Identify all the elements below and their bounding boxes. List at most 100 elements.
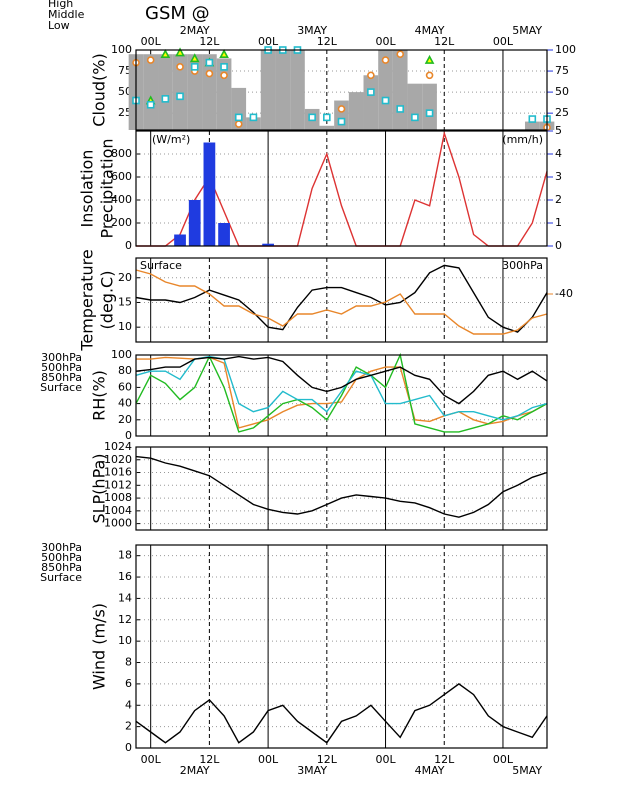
y-tick-label: 0: [125, 741, 132, 754]
y-tick-label: 1016: [104, 466, 132, 479]
y-axis-label: SLP(hPa): [90, 453, 109, 523]
y2-tick-label: 3: [555, 170, 562, 183]
legend-label: Surface: [40, 571, 82, 584]
marker: [176, 63, 184, 71]
x-tick-label: 00L: [258, 35, 279, 48]
y-tick-label: 1008: [104, 491, 132, 504]
marker: [411, 113, 419, 122]
marker: [234, 113, 243, 122]
panel-background: [136, 258, 547, 342]
bar: [188, 200, 201, 246]
y-axis-label: RH(%): [90, 370, 109, 421]
y-axis-label: Insolation: [78, 150, 97, 228]
x-tick-label: 00L: [258, 753, 279, 766]
legend-label: 300hPa: [41, 541, 82, 554]
marker: [146, 56, 155, 64]
marker: [381, 56, 390, 64]
legend-label: 500hPa: [41, 551, 82, 564]
y-tick-label: 800: [111, 147, 132, 160]
series-line: [135, 455, 548, 518]
chart-title: GSM @: [145, 3, 210, 24]
panel-frame: [135, 130, 548, 247]
x-tick-label: 00L: [493, 35, 514, 48]
y-tick-label: 10: [118, 320, 132, 333]
y-tick-label: 1012: [104, 478, 132, 491]
y-tick-label: 0: [125, 239, 132, 252]
bar: [158, 54, 173, 130]
marker: [323, 113, 331, 122]
legend-label: 850hPa: [41, 371, 82, 384]
date-label: 3MAY: [297, 24, 327, 37]
y-tick-label: 400: [111, 193, 132, 206]
marker: [424, 54, 435, 64]
y2-tick-label: 2: [555, 193, 562, 206]
marker: [396, 50, 405, 59]
marker: [205, 58, 214, 67]
marker: [308, 113, 316, 122]
x-tick-label: 00L: [141, 35, 162, 48]
legend-label: Low: [48, 19, 70, 32]
series-line: [135, 352, 548, 433]
legend-label: Surface: [140, 259, 182, 272]
y2-tick-label: 4: [555, 147, 562, 160]
legend-label: 300hPa: [41, 351, 82, 364]
marker: [189, 53, 200, 63]
bar: [392, 50, 408, 130]
marker: [219, 49, 229, 59]
panel-frame: [135, 446, 548, 531]
bar: [290, 50, 305, 130]
x-tick-label: 00L: [375, 753, 396, 766]
y-tick-label: 1020: [104, 453, 132, 466]
date-label: 4MAY: [415, 24, 445, 37]
date-label: 5MAY: [512, 24, 542, 37]
bar: [407, 83, 423, 130]
y2-tick-label: 5: [555, 124, 562, 137]
bar: [378, 50, 393, 130]
y-tick-label: 60: [118, 380, 132, 393]
bar: [203, 142, 216, 246]
bar: [348, 92, 364, 130]
bar: [275, 50, 291, 130]
y-tick-label: 1000: [104, 517, 132, 530]
legend-label: 850hPa: [41, 561, 82, 574]
bar: [143, 54, 159, 130]
legend-label: Middle: [48, 8, 85, 21]
series-line: [135, 355, 548, 405]
y-tick-label: 4: [125, 698, 132, 711]
marker: [161, 95, 170, 103]
bar: [363, 75, 379, 130]
date-label: 2MAY: [180, 764, 210, 777]
y2-tick-label: 25: [555, 106, 569, 119]
legend-label: 300hPa: [502, 259, 543, 272]
y-axis-label: Wind (m/s): [90, 603, 109, 690]
bar: [524, 121, 540, 130]
x-tick-label: 00L: [141, 753, 162, 766]
y2-tick-label: 1: [555, 216, 562, 229]
y-tick-label: 40: [118, 397, 132, 410]
y2-unit: (mm/h): [502, 133, 543, 146]
date-label: 5MAY: [512, 764, 542, 777]
series-line: [135, 264, 548, 333]
y-tick-label: 200: [111, 216, 132, 229]
y-tick-label: 50: [118, 85, 132, 98]
y2-tick-label: -40: [555, 287, 573, 300]
y-tick-label: 8: [125, 656, 132, 669]
bar: [422, 83, 437, 130]
marker: [190, 63, 199, 71]
marker: [367, 88, 375, 96]
panel-background: [136, 447, 547, 530]
panel-frame: [135, 257, 548, 343]
bar: [216, 58, 232, 130]
legend-label: High: [48, 0, 73, 10]
x-tick-label: 12L: [199, 35, 220, 48]
y-tick-label: 100: [111, 348, 132, 361]
y-tick-label: 14: [118, 591, 132, 604]
marker: [425, 71, 434, 80]
panel-frame: [135, 49, 548, 131]
marker: [160, 49, 171, 59]
marker: [396, 105, 405, 113]
y-tick-label: 80: [118, 364, 132, 377]
y-tick-label: 1024: [104, 440, 132, 453]
date-label: 4MAY: [415, 764, 445, 777]
